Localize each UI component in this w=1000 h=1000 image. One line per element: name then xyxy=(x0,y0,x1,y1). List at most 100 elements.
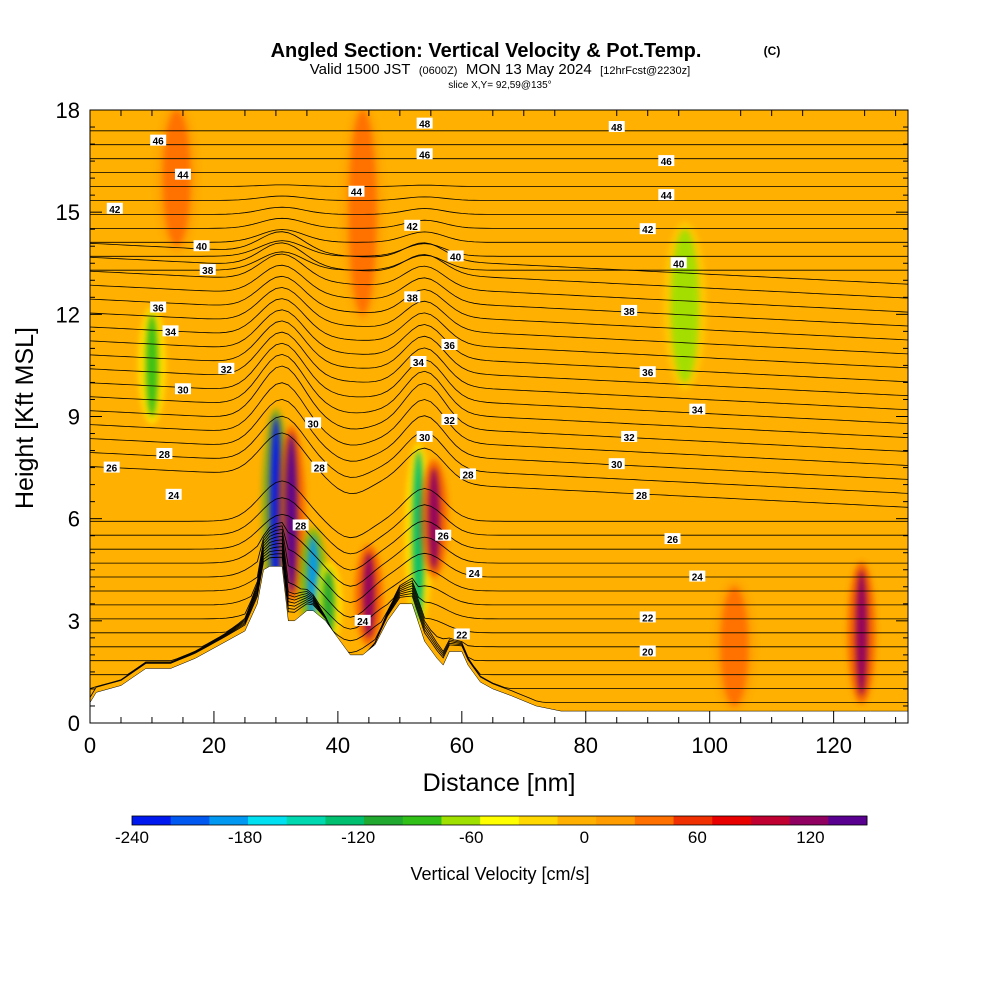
velocity-core xyxy=(670,229,699,383)
isentrope-label-bg xyxy=(466,567,483,579)
isentrope-line xyxy=(90,206,908,215)
colorbar-tick-label: -240 xyxy=(115,828,149,847)
isentrope-label-bg xyxy=(416,430,433,442)
subtitle-utc: (0600Z) xyxy=(419,65,458,77)
isentrope-label-bg xyxy=(348,185,365,197)
velocity-core xyxy=(427,467,440,570)
isentrope-label: 36 xyxy=(639,366,656,379)
isentrope-label: 22 xyxy=(453,628,470,641)
isentrope-label-bg xyxy=(453,628,470,640)
isentrope-label-text: 34 xyxy=(165,327,177,338)
isentrope-label-bg xyxy=(441,413,458,425)
colorbar-swatch xyxy=(634,816,675,825)
isentrope-label-text: 40 xyxy=(450,252,462,263)
isentrope-label-bg xyxy=(305,417,322,429)
colorbar-frame xyxy=(131,815,868,826)
isentrope-label-bg xyxy=(165,488,182,500)
isentrope-label: 32 xyxy=(441,413,458,427)
isentrope-label-bg xyxy=(633,488,650,500)
isentrope-label-bg xyxy=(441,338,458,350)
isentrope-label: 42 xyxy=(106,202,123,216)
isentrope-label-text: 36 xyxy=(444,341,456,352)
isentrope-label-text: 32 xyxy=(221,365,233,376)
colorbar-swatch xyxy=(750,816,791,825)
colorbar-swatch xyxy=(673,816,713,825)
isentrope-label-text: 40 xyxy=(196,242,208,253)
isentrope-label-text: 42 xyxy=(642,225,654,236)
isentrope-line xyxy=(90,231,908,285)
isentrope-label: 36 xyxy=(150,301,167,315)
isentrope-label-text: 42 xyxy=(407,222,419,233)
isentrope-line xyxy=(90,275,908,341)
isentrope-label: 40 xyxy=(193,240,210,253)
isentrope-label-text: 28 xyxy=(462,470,474,481)
isentrope-label: 44 xyxy=(348,185,365,199)
isentrope-label: 44 xyxy=(174,168,191,182)
slice-label: slice X,Y= 92,59@135° xyxy=(448,80,551,91)
isentrope-line xyxy=(90,432,908,508)
colorbar-swatch xyxy=(325,816,365,825)
isentrope-label-text: 22 xyxy=(456,630,468,641)
isentrope-label: 26 xyxy=(103,461,120,475)
isentrope-label-text: 46 xyxy=(153,137,165,148)
isentrope-line xyxy=(90,229,908,243)
isentrope-label: 28 xyxy=(633,488,650,502)
isentrope-label-bg xyxy=(664,533,681,545)
colorbar-tick-label: -120 xyxy=(341,828,375,847)
isentrope-label: 38 xyxy=(621,304,638,318)
colorbar-swatch xyxy=(248,816,288,825)
isentrope-label-text: 28 xyxy=(314,464,326,475)
isentrope-label-text: 42 xyxy=(109,205,121,216)
isentrope-line xyxy=(90,522,908,587)
x-tick-label: 60 xyxy=(450,733,474,758)
isentrope-label-text: 28 xyxy=(636,491,648,502)
isentrope-line xyxy=(90,539,908,654)
isentrope-label: 30 xyxy=(174,383,191,396)
colorbar-tick-label: 0 xyxy=(580,828,589,847)
isentrope-label: 30 xyxy=(608,458,625,471)
isentrope-label-text: 26 xyxy=(106,464,118,475)
isentrope-label-bg xyxy=(150,134,167,146)
chart-title: Angled Section: Vertical Velocity & Pot.… xyxy=(271,40,702,62)
isentrope-label-text: 32 xyxy=(444,416,456,427)
isentrope-line xyxy=(90,532,908,630)
isentrope-label-text: 48 xyxy=(419,120,431,131)
isentrope-line xyxy=(90,513,908,571)
x-tick-label: 120 xyxy=(815,733,852,758)
isentrope-label-bg xyxy=(162,325,179,337)
colorbar-label: Vertical Velocity [cm/s] xyxy=(410,864,589,884)
colorbar-swatch xyxy=(402,816,442,825)
isentrope-label-text: 30 xyxy=(177,385,189,396)
isentrope-line xyxy=(90,382,908,466)
colorbar-swatch xyxy=(557,816,597,825)
isentrope-label-text: 26 xyxy=(667,535,679,546)
colorbar-swatch xyxy=(286,816,326,825)
isentrope-line xyxy=(90,553,908,689)
isentrope-lines xyxy=(90,130,908,703)
isentrope-line xyxy=(90,497,908,555)
isentrope-line xyxy=(90,184,908,187)
subtitle-main: Valid 1500 JST xyxy=(310,61,411,78)
isentrope-label: 24 xyxy=(466,567,483,580)
isentrope-label-text: 26 xyxy=(438,532,450,543)
isentrope-line xyxy=(90,415,908,494)
isentrope-label: 30 xyxy=(416,430,433,444)
isentrope-label-bg xyxy=(621,430,638,442)
isentrope-label-text: 24 xyxy=(469,569,481,580)
isentrope-line xyxy=(90,535,908,642)
isentrope-label-bg xyxy=(150,301,167,313)
isentrope-label-text: 36 xyxy=(642,368,654,379)
isentrope-label: 30 xyxy=(305,417,322,430)
x-tick-label: 80 xyxy=(574,733,598,758)
isentrope-label-bg xyxy=(639,645,656,657)
colorbar-tick-label: 60 xyxy=(688,828,707,847)
isentrope-line xyxy=(90,242,908,299)
y-tick-label: 12 xyxy=(56,302,80,327)
isentrope-label-text: 36 xyxy=(153,304,165,315)
isentrope-label-bg xyxy=(658,155,675,167)
isentrope-label-bg xyxy=(639,611,656,623)
y-tick-label: 18 xyxy=(56,98,80,123)
isentrope-labels: 26 24 28 30 32 34 36 38 40 42 44 46 30 28 28 24 30 32 34 28… xyxy=(103,117,706,658)
